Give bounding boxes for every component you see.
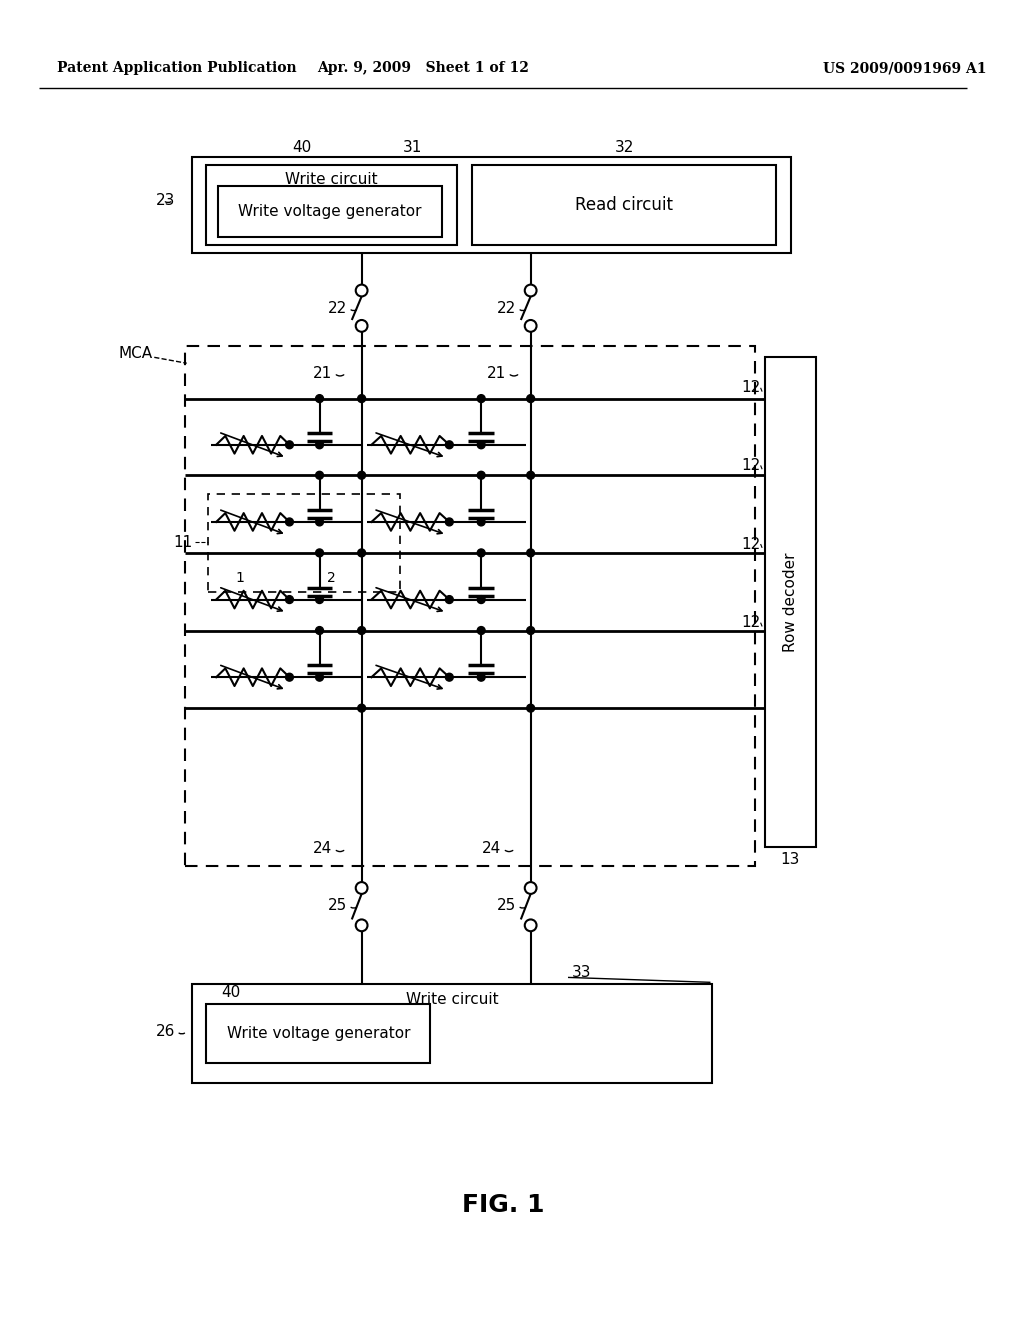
Bar xyxy=(208,494,400,593)
Circle shape xyxy=(526,395,535,403)
Circle shape xyxy=(477,517,485,525)
Circle shape xyxy=(357,627,366,635)
Circle shape xyxy=(286,441,294,449)
Text: 33: 33 xyxy=(572,965,592,979)
Text: 24: 24 xyxy=(313,841,332,857)
Bar xyxy=(218,186,442,238)
Circle shape xyxy=(477,627,485,635)
Circle shape xyxy=(357,549,366,557)
Text: 22: 22 xyxy=(328,301,347,315)
Text: 12: 12 xyxy=(741,615,761,630)
Bar xyxy=(765,358,816,846)
Circle shape xyxy=(445,517,454,525)
Text: 32: 32 xyxy=(614,140,634,154)
Circle shape xyxy=(477,673,485,681)
Circle shape xyxy=(315,627,324,635)
Text: 21: 21 xyxy=(313,366,332,380)
Circle shape xyxy=(477,595,485,603)
Text: Write voltage generator: Write voltage generator xyxy=(239,205,422,219)
Text: 13: 13 xyxy=(780,851,800,867)
Circle shape xyxy=(357,705,366,711)
Text: 40: 40 xyxy=(292,140,311,154)
Circle shape xyxy=(286,595,294,603)
Circle shape xyxy=(526,627,535,635)
Text: 25: 25 xyxy=(497,898,516,913)
Bar xyxy=(191,157,792,253)
Circle shape xyxy=(477,441,485,449)
Circle shape xyxy=(357,395,366,403)
Text: Read circuit: Read circuit xyxy=(575,195,673,214)
Circle shape xyxy=(445,673,454,681)
Bar xyxy=(472,165,776,246)
Circle shape xyxy=(477,395,485,403)
Text: 26: 26 xyxy=(156,1024,175,1039)
Circle shape xyxy=(445,441,454,449)
Circle shape xyxy=(315,595,324,603)
Circle shape xyxy=(286,517,294,525)
Bar xyxy=(191,985,713,1082)
Text: 22: 22 xyxy=(497,301,516,315)
Circle shape xyxy=(477,471,485,479)
Bar xyxy=(207,165,457,246)
Text: 25: 25 xyxy=(328,898,347,913)
Text: 21: 21 xyxy=(486,366,506,380)
Circle shape xyxy=(315,441,324,449)
Bar xyxy=(207,1005,430,1063)
Circle shape xyxy=(526,705,535,711)
Text: 12: 12 xyxy=(741,380,761,395)
Text: Write circuit: Write circuit xyxy=(406,991,499,1007)
Text: Patent Application Publication: Patent Application Publication xyxy=(57,62,297,75)
Text: 23: 23 xyxy=(156,193,175,207)
Circle shape xyxy=(445,595,454,603)
Text: FIG. 1: FIG. 1 xyxy=(462,1193,545,1217)
Text: US 2009/0091969 A1: US 2009/0091969 A1 xyxy=(823,62,987,75)
Text: 2: 2 xyxy=(327,572,336,586)
Text: Apr. 9, 2009   Sheet 1 of 12: Apr. 9, 2009 Sheet 1 of 12 xyxy=(316,62,528,75)
Circle shape xyxy=(315,471,324,479)
Circle shape xyxy=(286,673,294,681)
Text: 24: 24 xyxy=(482,841,501,857)
Text: 11: 11 xyxy=(173,535,193,549)
Circle shape xyxy=(315,673,324,681)
Text: Write voltage generator: Write voltage generator xyxy=(226,1026,411,1041)
Circle shape xyxy=(315,517,324,525)
Circle shape xyxy=(357,471,366,479)
Text: 31: 31 xyxy=(403,140,423,154)
Circle shape xyxy=(477,549,485,557)
Text: Row decoder: Row decoder xyxy=(782,552,798,652)
Text: 40: 40 xyxy=(221,985,241,999)
Text: Write circuit: Write circuit xyxy=(286,172,378,187)
Circle shape xyxy=(315,549,324,557)
Bar xyxy=(184,346,755,866)
Circle shape xyxy=(526,549,535,557)
Text: 12: 12 xyxy=(741,458,761,473)
Circle shape xyxy=(526,471,535,479)
Circle shape xyxy=(315,395,324,403)
Text: 12: 12 xyxy=(741,536,761,552)
Text: MCA: MCA xyxy=(118,346,153,360)
Text: 1: 1 xyxy=(236,572,244,586)
